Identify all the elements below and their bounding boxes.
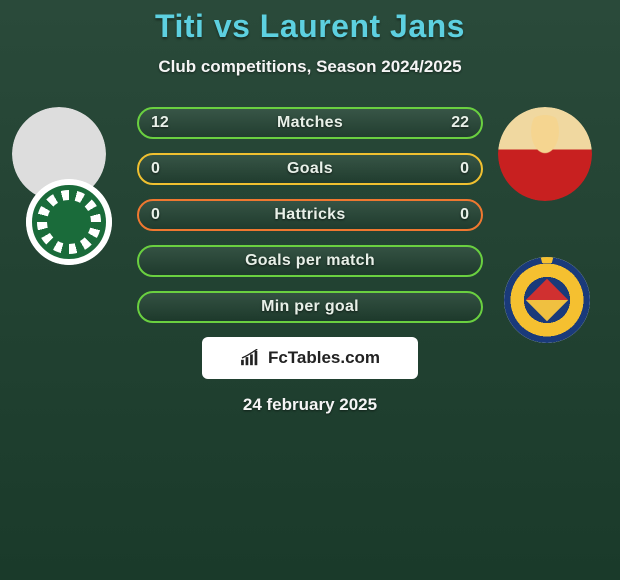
date-label: 24 february 2025 — [0, 395, 620, 415]
stat-right-value: 0 — [460, 206, 469, 224]
subtitle: Club competitions, Season 2024/2025 — [0, 57, 620, 77]
stat-left-value: 0 — [151, 206, 160, 224]
stat-left-value: 0 — [151, 160, 160, 178]
stat-bar-min-per-goal: Min per goal — [137, 291, 483, 323]
stat-bars: 12 Matches 22 0 Goals 0 0 Hattricks 0 Go… — [137, 107, 483, 323]
crest-lommel-icon — [26, 179, 112, 265]
stat-right-value: 0 — [460, 160, 469, 178]
stat-label: Goals per match — [245, 252, 375, 270]
stat-bar-goals: 0 Goals 0 — [137, 153, 483, 185]
player-right-avatar — [498, 107, 592, 201]
crest-waasland-icon — [504, 257, 590, 343]
stat-bar-goals-per-match: Goals per match — [137, 245, 483, 277]
bars-growth-icon — [240, 349, 262, 367]
stat-label: Goals — [287, 160, 333, 178]
comparison-panel: 12 Matches 22 0 Goals 0 0 Hattricks 0 Go… — [0, 107, 620, 415]
page-title: Titi vs Laurent Jans — [0, 0, 620, 45]
stat-label: Hattricks — [274, 206, 345, 224]
club-left-crest — [26, 179, 112, 265]
stat-label: Min per goal — [261, 298, 359, 316]
stat-bar-matches: 12 Matches 22 — [137, 107, 483, 139]
stat-right-value: 22 — [451, 114, 469, 132]
stat-bar-hattricks: 0 Hattricks 0 — [137, 199, 483, 231]
avatar-photo-icon — [498, 107, 592, 201]
stat-label: Matches — [277, 114, 343, 132]
watermark: FcTables.com — [202, 337, 418, 379]
stat-left-value: 12 — [151, 114, 169, 132]
club-right-crest — [504, 257, 590, 343]
watermark-text: FcTables.com — [268, 348, 380, 368]
